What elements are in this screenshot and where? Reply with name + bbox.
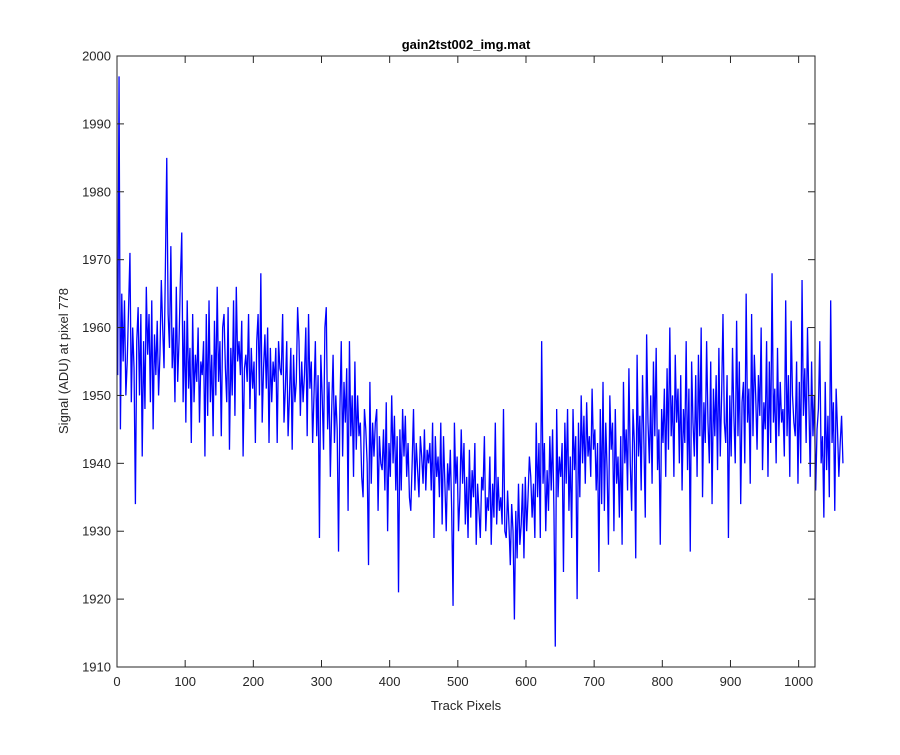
x-tick-label: 0 (113, 674, 120, 689)
y-axis-label: Signal (ADU) at pixel 778 (56, 288, 71, 434)
y-tick-label: 2000 (82, 49, 111, 64)
y-tick-label: 1960 (82, 320, 111, 335)
x-tick-label: 1000 (784, 674, 813, 689)
y-tick-label: 1920 (82, 592, 111, 607)
y-tick-label: 1940 (82, 456, 111, 471)
x-tick-label: 800 (651, 674, 673, 689)
y-tick-label: 1990 (82, 116, 111, 131)
y-tick-label: 1910 (82, 660, 111, 675)
y-tick-label: 1980 (82, 184, 111, 199)
x-tick-label: 200 (242, 674, 264, 689)
axes-box (116, 55, 816, 668)
x-tick-label: 900 (720, 674, 742, 689)
x-tick-label: 700 (583, 674, 605, 689)
ticks-layer: 0 100 200 300 400 500 600 700 800 900 1000 1910 1920… (82, 49, 815, 689)
series-line (117, 76, 844, 647)
y-tick-label: 1930 (82, 524, 111, 539)
x-tick-label: 300 (311, 674, 333, 689)
x-axis-label: Track Pixels (431, 698, 502, 713)
y-tick-label: 1970 (82, 252, 111, 267)
y-tick-label: 1950 (82, 388, 111, 403)
x-tick-label: 500 (447, 674, 469, 689)
x-tick-label: 100 (174, 674, 196, 689)
series-layer (117, 76, 844, 647)
x-tick-label: 600 (515, 674, 537, 689)
x-tick-label: 400 (379, 674, 401, 689)
chart-title: gain2tst002_img.mat (402, 37, 531, 52)
